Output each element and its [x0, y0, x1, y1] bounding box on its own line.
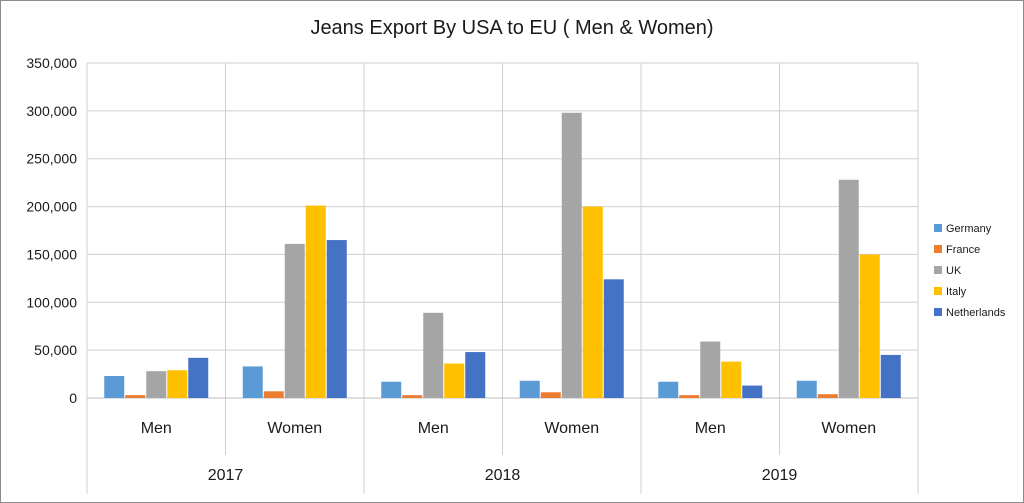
bar-germany-2: [381, 381, 402, 398]
bar-italy-5: [859, 254, 880, 398]
x-group-label: 2017: [208, 467, 244, 484]
y-tick-label: 350,000: [26, 55, 77, 71]
bar-italy-4: [721, 361, 742, 398]
x-group-label: 2018: [485, 467, 521, 484]
bar-italy-2: [444, 363, 465, 398]
bar-germany-4: [658, 381, 679, 398]
legend-label-uk: UK: [946, 265, 962, 277]
x-category-label: Women: [821, 420, 876, 437]
bar-italy-0: [167, 370, 188, 398]
legend-label-france: France: [946, 244, 980, 256]
y-tick-label: 50,000: [34, 342, 77, 358]
bar-netherlands-5: [880, 354, 901, 398]
bar-italy-1: [305, 205, 326, 398]
bar-germany-5: [796, 380, 817, 398]
y-axis-ticks: 0 50,000 100,000 150,000 200,000 250,000 300,0…: [26, 55, 77, 406]
bar-uk-5: [838, 179, 859, 398]
y-tick-label: 0: [69, 390, 77, 406]
bar-germany-3: [519, 380, 540, 398]
y-tick-label: 100,000: [26, 294, 77, 310]
legend-swatch-uk: [934, 266, 942, 274]
chart-title: Jeans Export By USA to EU ( Men & Women): [310, 17, 713, 39]
bar-uk-3: [561, 112, 582, 399]
legend-swatch-netherlands: [934, 308, 942, 316]
bar-france-1: [263, 391, 284, 398]
y-tick-label: 200,000: [26, 199, 77, 215]
bars: [104, 112, 901, 399]
bar-france-4: [679, 395, 700, 398]
x-category-label: Men: [695, 420, 726, 437]
bar-netherlands-1: [326, 240, 347, 398]
legend-swatch-france: [934, 245, 942, 253]
bar-netherlands-2: [465, 352, 486, 398]
x-category-label: Women: [544, 420, 599, 437]
bar-netherlands-3: [603, 279, 624, 398]
x-category-label: Men: [141, 420, 172, 437]
bar-germany-1: [242, 366, 263, 398]
gridlines: [86, 62, 919, 494]
legend-swatch-italy: [934, 287, 942, 295]
bar-germany-0: [104, 375, 125, 398]
bar-netherlands-4: [742, 385, 763, 398]
bar-france-5: [817, 394, 838, 398]
y-tick-label: 300,000: [26, 103, 77, 119]
legend-label-netherlands: Netherlands: [946, 307, 1006, 319]
legend-swatch-germany: [934, 224, 942, 232]
y-tick-label: 150,000: [26, 246, 77, 262]
legend-label-italy: Italy: [946, 286, 967, 298]
x-category-label: Women: [267, 420, 322, 437]
bar-uk-0: [146, 371, 167, 398]
bar-france-0: [125, 395, 146, 398]
bar-uk-4: [700, 341, 721, 398]
bar-uk-1: [284, 243, 305, 398]
x-axis-labels: Men Women Men Women Men Women 2017 2018 2019: [141, 420, 876, 484]
x-group-label: 2019: [762, 467, 798, 484]
y-tick-label: 250,000: [26, 151, 77, 167]
bar-uk-2: [423, 312, 444, 398]
bar-france-2: [402, 395, 423, 398]
bar-france-3: [540, 392, 561, 398]
bar-italy-3: [582, 206, 603, 398]
x-category-label: Men: [418, 420, 449, 437]
bar-netherlands-0: [188, 357, 209, 398]
legend: Germany France UK Italy Netherlands: [934, 223, 1006, 319]
legend-label-germany: Germany: [946, 223, 992, 235]
